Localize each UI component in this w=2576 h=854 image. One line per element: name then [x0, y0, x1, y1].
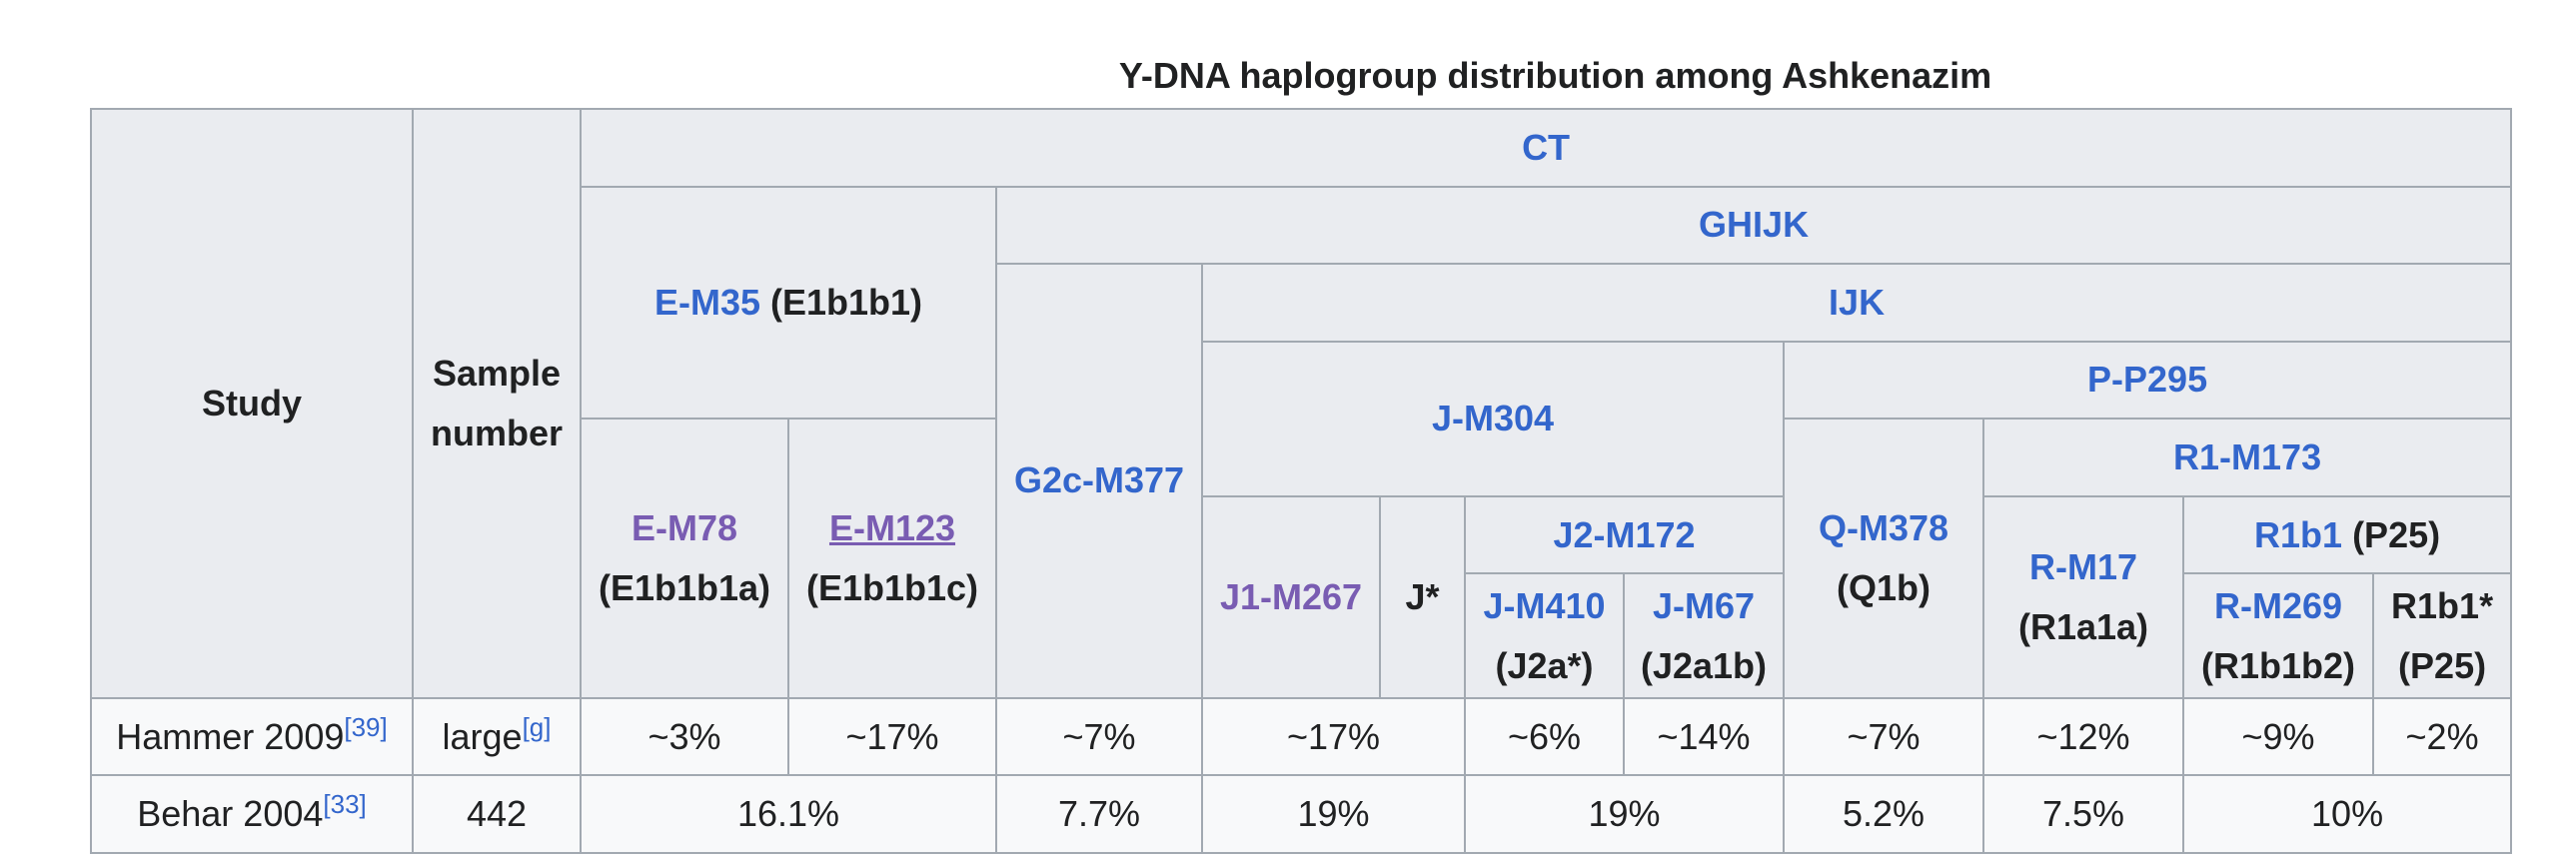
header-r-m17: R-M17 (R1a1a): [1982, 494, 2184, 699]
header-j2-m172: J2-M172: [1464, 494, 1785, 575]
link-p-p295[interactable]: P-P295: [2087, 359, 2208, 401]
header-j-m304: J-M304: [1201, 340, 1785, 497]
header-q-m378: Q-M378 (Q1b): [1783, 418, 1984, 699]
link-q-m378[interactable]: Q-M378: [1818, 506, 1949, 548]
cell-value: 7.7%: [995, 774, 1203, 854]
cell-value: ~7%: [995, 696, 1203, 777]
link-e-m78[interactable]: E-M78: [631, 506, 738, 548]
link-ct[interactable]: CT: [1522, 126, 1571, 168]
header-r-m269: R-M269 (R1b1b2): [2182, 572, 2374, 699]
header-r1-m173: R1-M173: [1981, 418, 2513, 497]
cell-value: 19%: [1464, 774, 1785, 854]
header-j-m410: J-M410 (J2a*): [1464, 572, 1625, 699]
cell-value: ~7%: [1783, 696, 1984, 777]
header-r1b1: R1b1 (P25): [2181, 494, 2513, 575]
header-study: Study: [90, 108, 414, 699]
cell-value: ~17%: [787, 696, 997, 777]
cell-value: ~6%: [1464, 696, 1625, 777]
header-j-star: J*: [1379, 494, 1466, 699]
row-sample: 442: [412, 774, 582, 854]
table-row: Behar 2004[33] 442 16.1% 7.7% 19% 19% 5.…: [90, 774, 2513, 854]
cell-value: ~3%: [580, 696, 789, 777]
link-g2c-m377[interactable]: G2c-M377: [1013, 459, 1185, 501]
row-study: Behar 2004[33]: [90, 774, 414, 854]
row-sample: large[g]: [412, 696, 582, 777]
header-e-m35: E-M35 (E1b1b1): [580, 185, 997, 421]
header-e-m78: E-M78 (E1b1b1a): [580, 418, 789, 699]
cell-value: 5.2%: [1783, 774, 1984, 854]
cell-value: 19%: [1201, 774, 1466, 854]
link-e-m123[interactable]: E-M123: [828, 506, 956, 548]
header-j1-m267: J1-M267: [1201, 494, 1381, 699]
cell-value: ~2%: [2371, 696, 2513, 777]
link-r1-m173[interactable]: R1-M173: [2173, 435, 2322, 477]
reference-link[interactable]: [33]: [323, 789, 367, 820]
header-sample-number: Sample number: [412, 108, 582, 699]
row-study: Hammer 2009[39]: [90, 696, 414, 777]
header-ijk: IJK: [1200, 263, 2513, 343]
table-row: Hammer 2009[39] large[g] ~3% ~17% ~7% ~1…: [90, 696, 2513, 777]
cell-value: ~9%: [2182, 696, 2374, 777]
header-g2c-m377: G2c-M377: [995, 263, 1203, 699]
link-r-m17[interactable]: R-M17: [2028, 545, 2138, 587]
header-j-m67: J-M67 (J2a1b): [1623, 572, 1785, 699]
link-j-m67[interactable]: J-M67: [1652, 584, 1756, 626]
header-ct: CT: [579, 108, 2513, 188]
link-e-m35[interactable]: E-M35: [653, 281, 760, 323]
table-caption: Y-DNA haplogroup distribution among Ashk…: [1118, 55, 1992, 96]
cell-value: 7.5%: [1982, 774, 2184, 854]
link-r1b1[interactable]: R1b1: [2254, 513, 2343, 555]
header-p-p295: P-P295: [1782, 340, 2513, 421]
link-j1-m267[interactable]: J1-M267: [1219, 575, 1363, 617]
cell-value: 10%: [2181, 774, 2513, 854]
header-e-m123: E-M123 (E1b1b1c): [787, 418, 997, 699]
link-j-m410[interactable]: J-M410: [1483, 584, 1606, 626]
link-r-m269[interactable]: R-M269: [2213, 584, 2343, 626]
header-ghijk: GHIJK: [994, 185, 2513, 266]
link-j-m304[interactable]: J-M304: [1431, 398, 1555, 439]
link-j2-m172[interactable]: J2-M172: [1553, 513, 1696, 555]
link-ijk[interactable]: IJK: [1829, 281, 1886, 323]
cell-value: ~14%: [1623, 696, 1785, 777]
link-ghijk[interactable]: GHIJK: [1699, 204, 1810, 246]
cell-value: 16.1%: [580, 774, 997, 854]
haplogroup-table: Study Sample number CT E-M35 (E1b1b1) GH…: [90, 108, 2513, 854]
note-link[interactable]: [g]: [522, 711, 552, 742]
reference-link[interactable]: [39]: [344, 711, 388, 742]
header-r1b1-star: R1b1* (P25): [2371, 572, 2513, 699]
cell-value: ~17%: [1201, 696, 1466, 777]
cell-value: ~12%: [1982, 696, 2184, 777]
